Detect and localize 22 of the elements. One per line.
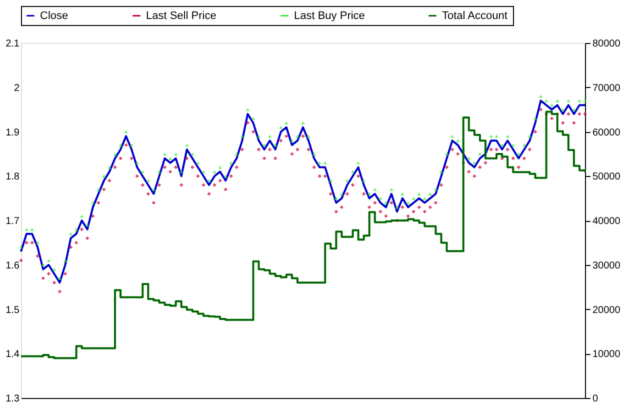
y2-tick-label: 40000: [592, 216, 621, 227]
y-tick-label: 1.6: [6, 260, 20, 272]
y-tick-label: 1.4: [6, 349, 20, 360]
y2-tick-label: 50000: [592, 172, 621, 183]
y-tick-label: 1.3: [6, 394, 20, 404]
y2-tick-label: 0: [592, 394, 598, 404]
y-tick-label: 1.8: [6, 172, 20, 183]
y-tick-label: 2.1: [6, 38, 20, 50]
y-tick-label: 1.9: [6, 127, 20, 138]
legend-label: Last Buy Price: [294, 10, 365, 22]
legend-label: Last Sell Price: [146, 10, 216, 22]
y-tick-label: 1.7: [6, 216, 20, 227]
y2-tick-label: 70000: [592, 82, 621, 94]
y2-tick-label: 60000: [592, 127, 621, 138]
y2-tick-label: 30000: [592, 260, 621, 272]
legend-label: Close: [40, 10, 68, 22]
y2-tick-label: 80000: [592, 38, 621, 50]
y-tick-label: 2: [14, 82, 20, 94]
y-tick-label: 1.5: [6, 304, 20, 316]
y2-tick-label: 20000: [592, 304, 621, 316]
legend-label: Total Account: [442, 10, 508, 22]
y2-tick-label: 10000: [592, 349, 621, 360]
